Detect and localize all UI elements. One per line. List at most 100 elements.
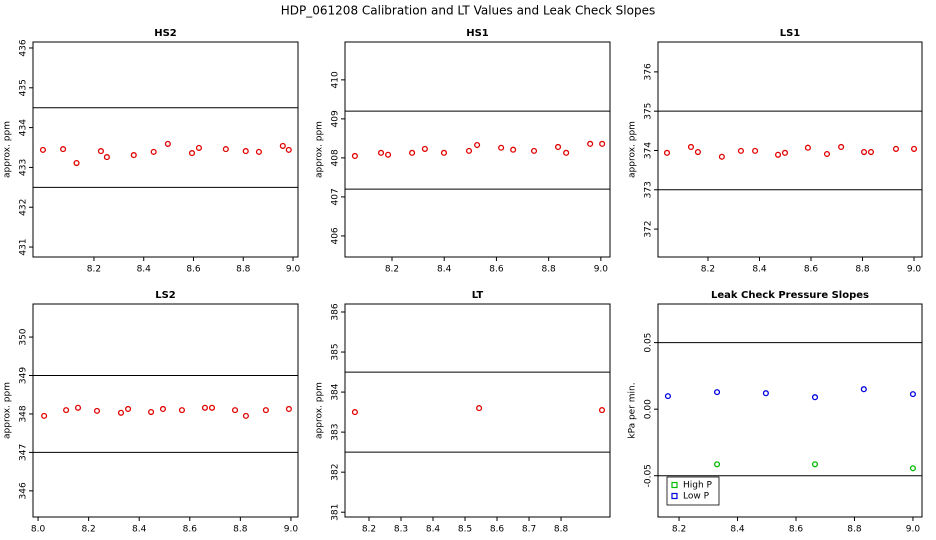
x-tick-label: 8.8 [236, 265, 251, 275]
y-axis-label: approx. ppm [3, 121, 13, 178]
data-point [188, 150, 196, 157]
data-point [148, 408, 155, 416]
plot-frame [657, 41, 923, 258]
data-point [838, 143, 845, 150]
y-tick-label: 382 [331, 464, 341, 481]
data-point [804, 144, 811, 151]
data-point [351, 409, 358, 416]
x-tick-label: 8.4 [752, 265, 767, 275]
data-point [242, 412, 249, 419]
y-tick-label: 349 [19, 367, 29, 384]
data-point [823, 150, 831, 158]
y-tick-label: 434 [19, 119, 29, 136]
data-point [385, 151, 392, 158]
y-tick-label: 375 [644, 103, 654, 120]
x-tick-label: 8.0 [31, 525, 46, 535]
y-tick-label: 350 [19, 328, 29, 345]
x-tick-label: 8.2 [81, 525, 95, 535]
data-point [421, 145, 428, 152]
x-tick-label: 9.0 [284, 525, 299, 535]
x-tick-label: 8.8 [233, 525, 248, 535]
plot-frame [32, 41, 299, 258]
y-tick-label: 408 [331, 149, 341, 166]
x-tick-label: 9.0 [906, 525, 921, 535]
x-tick-label: 8.4 [437, 265, 452, 275]
plot-frame [344, 303, 611, 518]
data-point [694, 149, 701, 156]
data-point [714, 461, 721, 468]
data-point [476, 405, 483, 412]
x-tick-label: 8.8 [855, 265, 870, 275]
data-point [195, 144, 203, 151]
x-tick-label: 9.0 [907, 265, 922, 275]
data-point [598, 407, 606, 414]
legend-marker [671, 481, 678, 489]
data-point [737, 147, 744, 154]
data-point [103, 154, 110, 161]
data-point [465, 147, 473, 154]
data-point [892, 145, 900, 152]
data-point [409, 149, 416, 156]
y-tick-label: 385 [331, 343, 341, 360]
data-point [159, 405, 167, 413]
data-point [664, 393, 671, 400]
data-point [285, 146, 292, 153]
x-tick-label: 8.5 [458, 525, 472, 535]
y-tick-label: 383 [331, 424, 341, 441]
x-tick-label: 8.6 [489, 265, 504, 275]
data-point [530, 147, 538, 154]
legend-marker [671, 492, 678, 500]
data-point [60, 146, 67, 153]
data-point [554, 143, 562, 151]
y-axis-label: approx. ppm [315, 121, 325, 178]
y-tick-label: 407 [331, 188, 341, 205]
data-point [510, 146, 517, 153]
x-tick-label: 9.0 [594, 265, 609, 275]
data-point [178, 407, 185, 414]
data-point [909, 465, 916, 472]
data-point [752, 147, 759, 154]
y-tick-label: 435 [19, 79, 29, 96]
data-point [811, 461, 819, 468]
data-point [208, 404, 216, 411]
panel-title: LT [472, 290, 484, 301]
panel-title: Leak Check Pressure Slopes [711, 290, 869, 301]
data-point [97, 148, 104, 155]
x-tick-label: 8.2 [362, 525, 376, 535]
data-point [74, 404, 82, 411]
data-point [285, 405, 292, 413]
y-tick-label: 348 [19, 405, 29, 422]
data-point [242, 148, 249, 155]
y-tick-label: 433 [19, 159, 29, 176]
plot-frame [657, 303, 923, 518]
data-point [718, 153, 725, 160]
x-tick-label: 9.0 [286, 265, 301, 275]
x-tick-label: 8.2 [672, 525, 686, 535]
y-tick-label: 346 [19, 482, 29, 499]
legend-box [666, 476, 720, 506]
x-tick-label: 8.4 [132, 525, 147, 535]
y-tick-label: 376 [644, 63, 654, 80]
panel-title: HS1 [466, 28, 489, 39]
data-point [811, 394, 819, 401]
x-tick-label: 8.8 [847, 525, 862, 535]
data-point [867, 149, 875, 156]
x-tick-label: 8.6 [804, 265, 819, 275]
data-point [130, 152, 137, 159]
data-point [73, 159, 80, 167]
panel-title: LS1 [780, 28, 801, 39]
data-point [860, 386, 867, 393]
plot-frame [344, 41, 611, 258]
x-tick-label: 8.6 [789, 525, 804, 535]
y-tick-label: 347 [19, 444, 29, 461]
y-tick-label: 436 [19, 39, 29, 56]
panel-title: LS2 [155, 290, 176, 301]
data-point [255, 148, 262, 155]
data-point [262, 407, 269, 414]
data-point [498, 144, 505, 151]
data-point [93, 407, 101, 414]
y-tick-label: 386 [331, 303, 341, 320]
x-tick-label: 8.4 [426, 525, 441, 535]
x-tick-label: 8.2 [385, 265, 399, 275]
x-tick-label: 8.4 [137, 265, 152, 275]
